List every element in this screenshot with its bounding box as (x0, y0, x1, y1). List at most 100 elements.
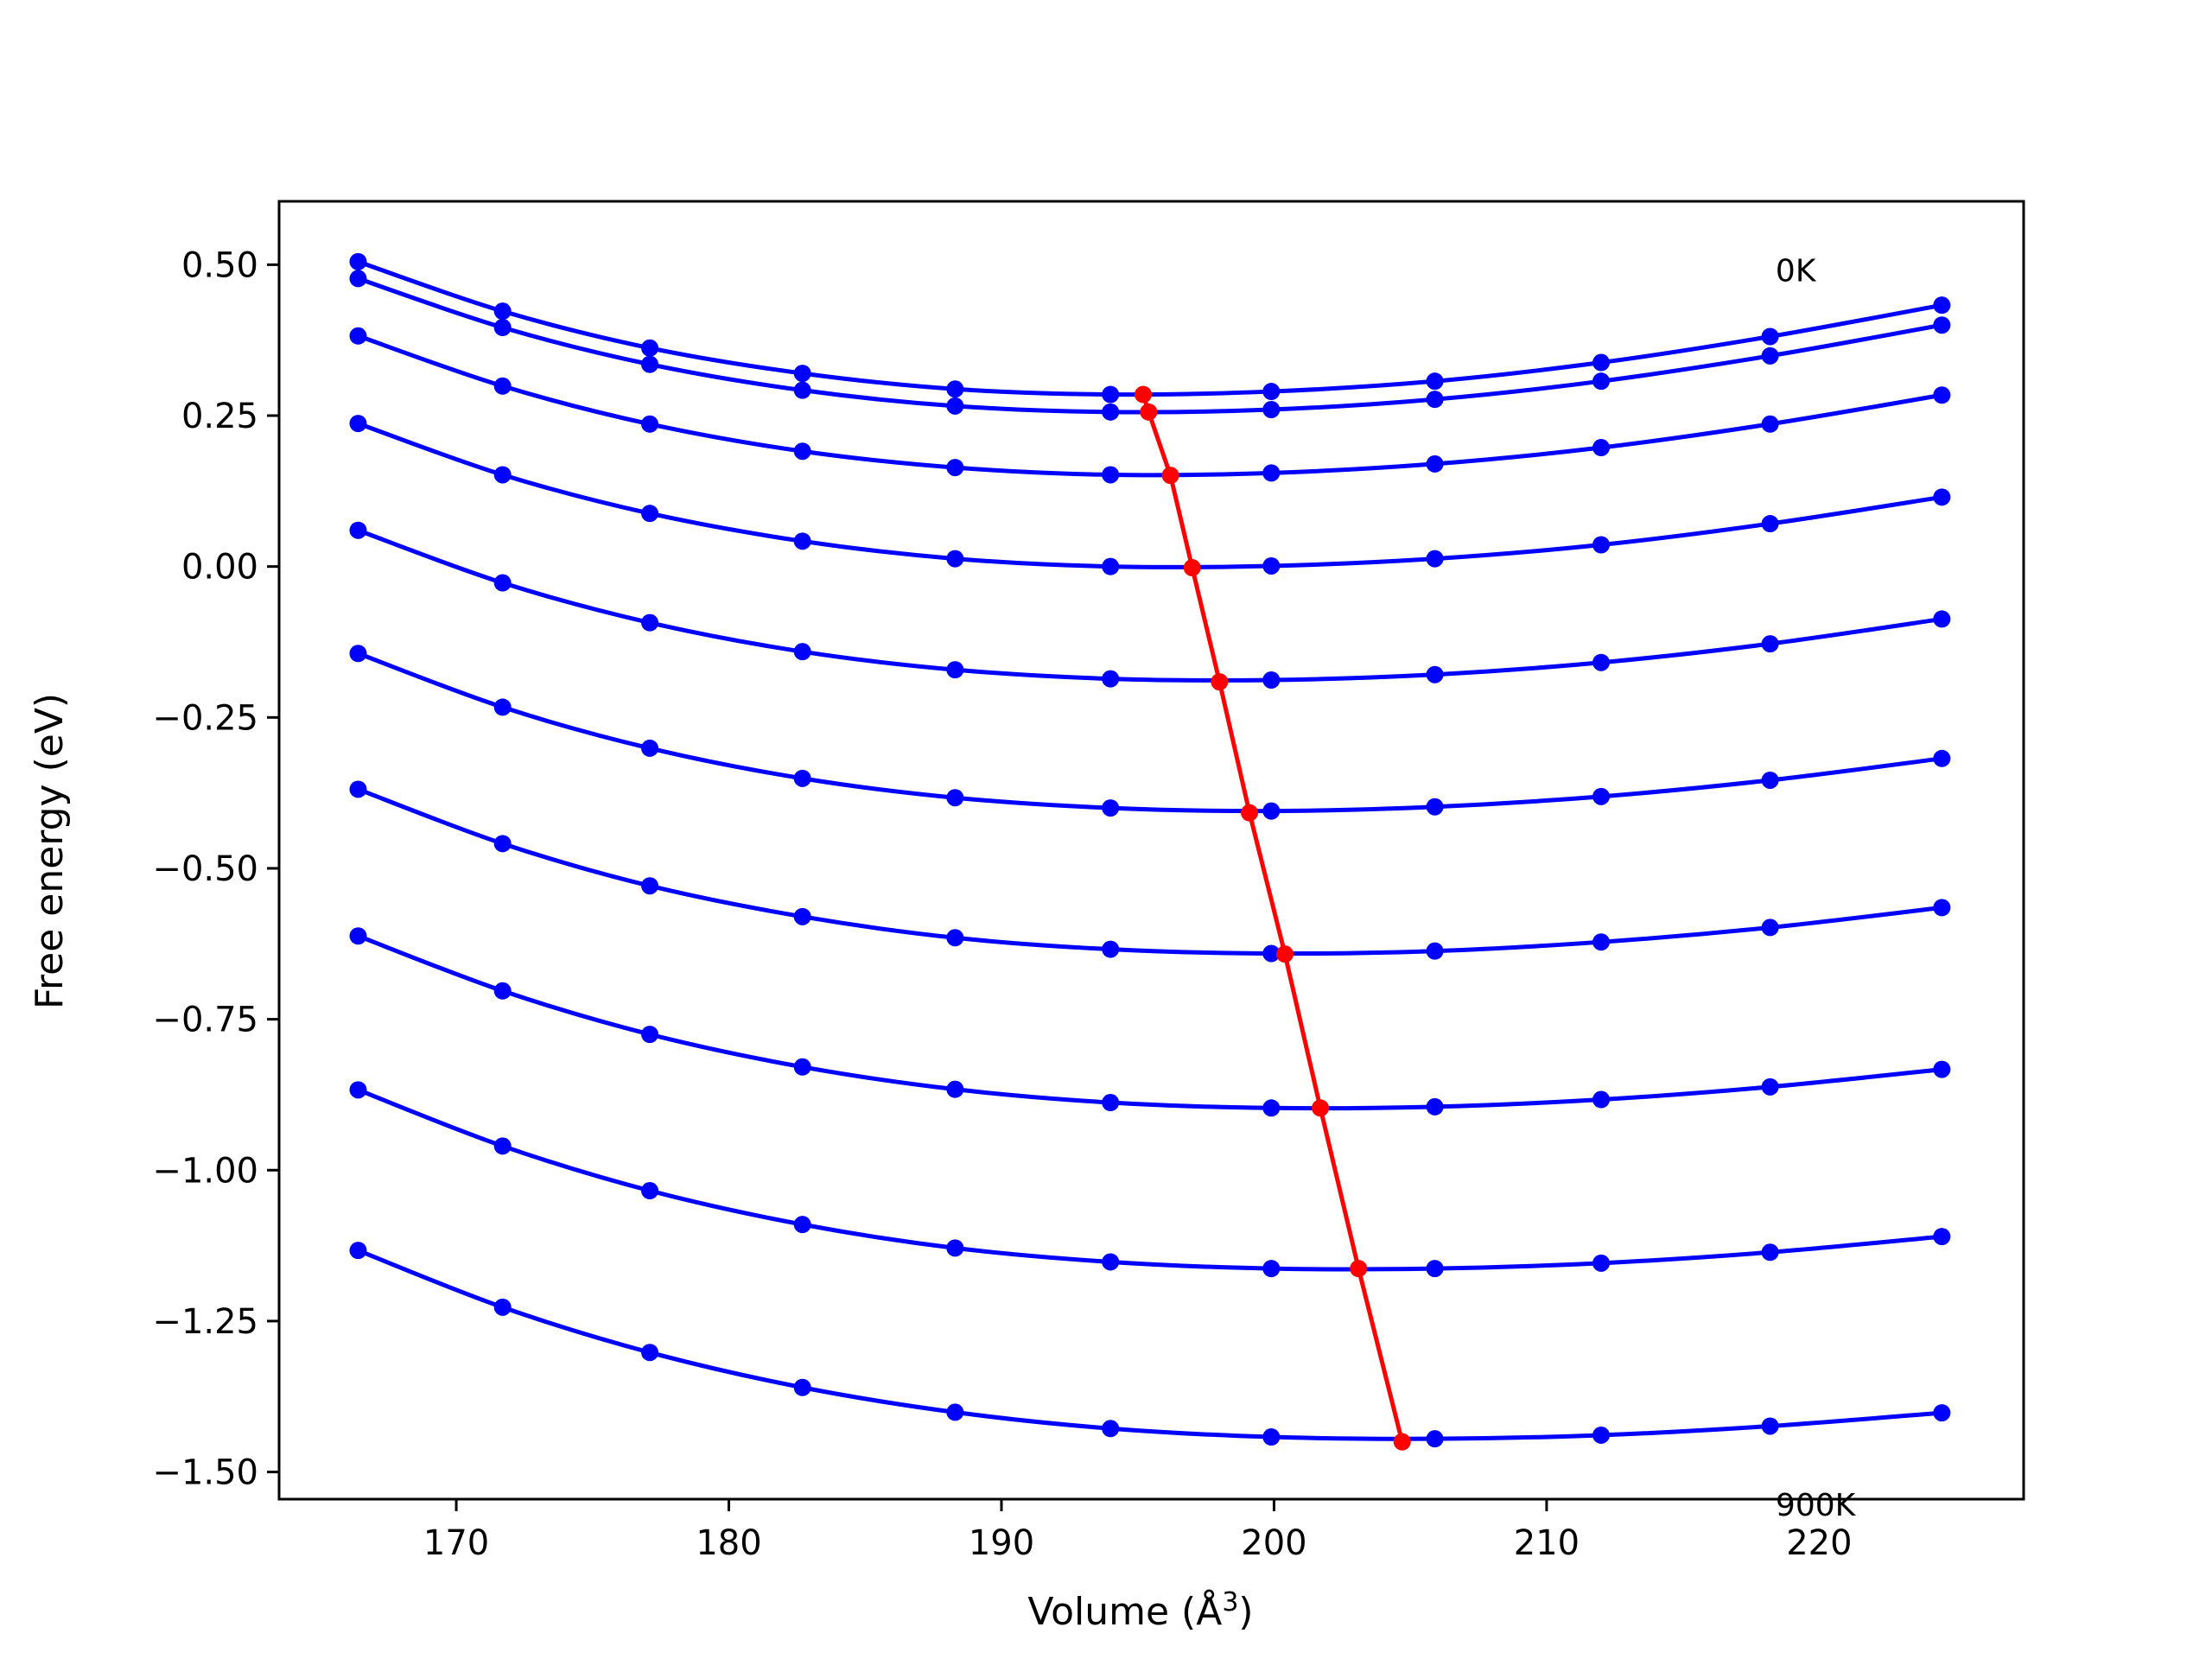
minimum-point (1135, 385, 1153, 404)
data-point (1102, 940, 1120, 958)
series-curve-2 (349, 327, 1951, 484)
plot-frame (277, 200, 2025, 1501)
data-point (349, 327, 367, 345)
y-tick-label: −1.50 (152, 1453, 258, 1493)
y-tick-label: −1.00 (152, 1151, 258, 1191)
series-curve-8 (349, 1081, 1951, 1278)
data-point (946, 1403, 964, 1421)
x-axis-title: Volume (Å3) (1027, 1587, 1253, 1634)
data-point (1262, 944, 1281, 963)
data-point (1262, 401, 1281, 419)
data-point (641, 415, 659, 433)
series-curve-1 (349, 270, 1951, 421)
data-point (349, 521, 367, 539)
data-point (1592, 372, 1611, 391)
data-point (493, 982, 512, 1000)
series-line (357, 259, 1942, 397)
y-tick-label: 0.50 (181, 245, 258, 285)
x-tick-label: 220 (1786, 1523, 1852, 1563)
temperature-annotation: 900K (1776, 1488, 1857, 1523)
data-point (946, 661, 964, 679)
data-point (1933, 1228, 1951, 1246)
data-point (1102, 1420, 1120, 1438)
data-point (1761, 415, 1779, 433)
data-point (1933, 899, 1951, 917)
minimum-point (1393, 1433, 1411, 1451)
minimum-point (1211, 673, 1229, 691)
minimum-line-layer (1135, 385, 1411, 1451)
data-point (1262, 556, 1281, 575)
minimum-point (1241, 804, 1259, 822)
series-line (357, 651, 1942, 814)
data-point (1102, 557, 1120, 575)
data-point (1592, 1090, 1611, 1109)
data-point (493, 698, 512, 716)
data-point (1102, 799, 1120, 817)
data-point (1262, 671, 1281, 689)
data-point (946, 789, 964, 807)
data-point (1592, 353, 1611, 372)
series-line (357, 787, 1942, 957)
x-tick-label: 190 (969, 1523, 1034, 1563)
data-point (349, 645, 367, 663)
data-point (1761, 771, 1779, 789)
data-point (1592, 933, 1611, 951)
data-point (1102, 670, 1120, 688)
data-point (493, 574, 512, 592)
data-point (1262, 802, 1281, 820)
minimum-point (1312, 1099, 1330, 1117)
data-point (946, 397, 964, 415)
data-point (349, 1081, 367, 1099)
series-curve-4 (349, 521, 1951, 689)
data-point (793, 1378, 811, 1396)
data-point (493, 835, 512, 853)
data-point (493, 1137, 512, 1155)
data-point (641, 339, 659, 357)
data-point (1102, 1094, 1120, 1112)
data-point (1592, 787, 1611, 805)
x-tick-label: 200 (1241, 1523, 1306, 1563)
data-point (1102, 466, 1120, 484)
annotations-layer: 0K 900K (1776, 253, 1857, 1523)
series-curve-9 (349, 1242, 1951, 1448)
data-point (641, 355, 659, 373)
data-point (1426, 391, 1444, 409)
data-point (1761, 1077, 1779, 1096)
data-point (1262, 383, 1281, 401)
data-point (641, 877, 659, 895)
data-point (1426, 1097, 1444, 1116)
data-point (641, 739, 659, 757)
data-point (641, 1182, 659, 1200)
series-curve-5 (349, 645, 1951, 820)
data-point (793, 769, 811, 787)
data-point (946, 550, 964, 568)
data-point (1933, 488, 1951, 506)
data-point (641, 1344, 659, 1362)
y-tick-label: 0.25 (181, 397, 258, 436)
y-tick-label: −0.25 (152, 698, 258, 738)
x-tick-label: 180 (696, 1523, 761, 1563)
data-point (1426, 665, 1444, 683)
data-point (1262, 464, 1281, 482)
y-tick-label: 0.00 (181, 548, 258, 588)
data-point (1592, 653, 1611, 671)
data-point (1426, 372, 1444, 391)
data-point (793, 442, 811, 461)
data-point (1933, 296, 1951, 315)
minimum-point (1140, 403, 1158, 421)
axes-layer (277, 200, 2025, 1501)
data-point (793, 1216, 811, 1234)
data-point (946, 929, 964, 947)
data-point (349, 252, 367, 270)
data-point (1262, 1428, 1281, 1446)
series-line (357, 528, 1942, 683)
x-tick-label: 170 (423, 1523, 489, 1563)
data-point (493, 319, 512, 337)
data-point (1102, 403, 1120, 421)
data-point (493, 302, 512, 321)
data-point (1426, 550, 1444, 568)
data-point (349, 1242, 367, 1260)
minimum-point (1183, 559, 1201, 577)
series-line (357, 1248, 1942, 1441)
